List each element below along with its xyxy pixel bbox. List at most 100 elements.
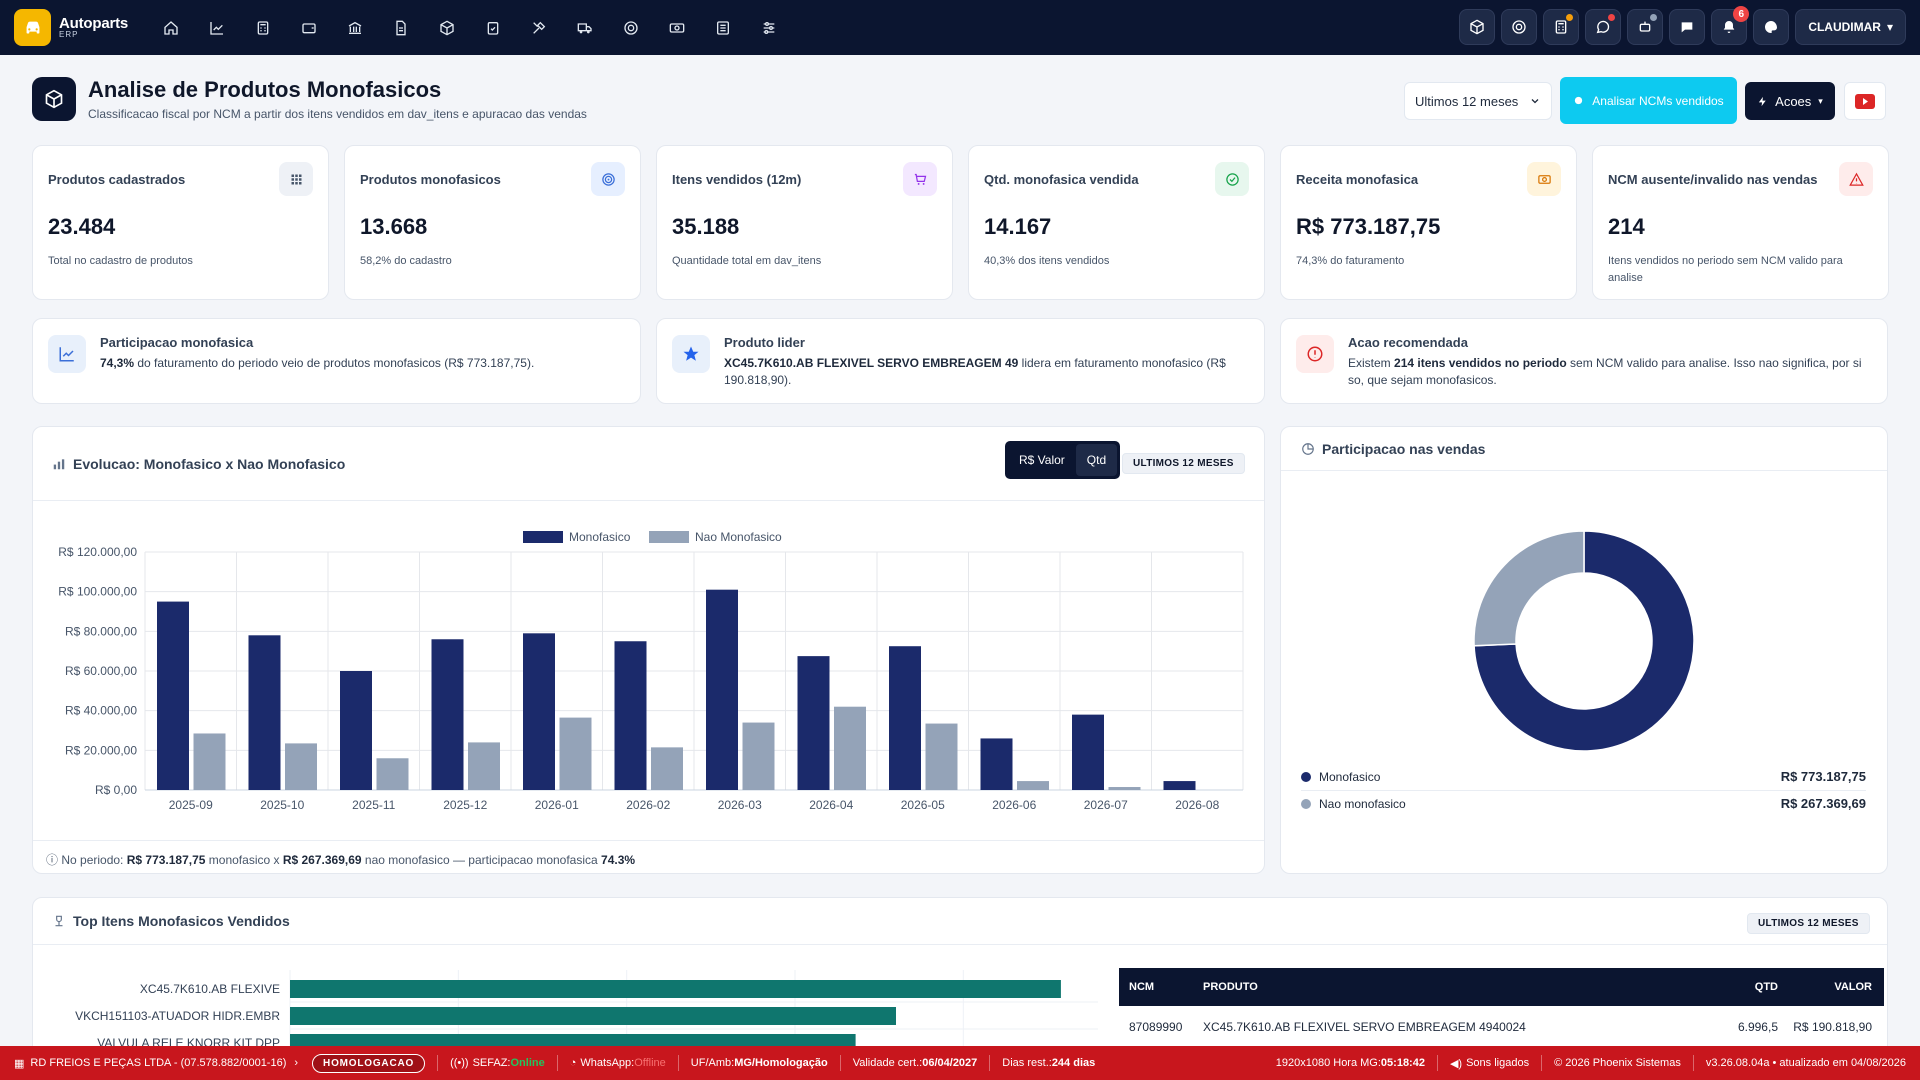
participation-title-text: Participacao nas vendas: [1322, 441, 1486, 457]
bar-mono[interactable]: [431, 639, 464, 790]
wallet-icon[interactable]: [286, 0, 332, 55]
bar-mono[interactable]: [1072, 714, 1104, 790]
robot-icon[interactable]: [1627, 9, 1664, 45]
cash-icon[interactable]: [654, 0, 700, 55]
toggle-value[interactable]: R$ Valor: [1008, 444, 1076, 476]
bar-mono[interactable]: [706, 589, 738, 790]
user-menu-button[interactable]: CLAUDIMAR ▾: [1795, 9, 1906, 45]
alert-circle-icon: [1296, 335, 1334, 373]
logo-car-icon[interactable]: [14, 9, 51, 46]
col-ncm[interactable]: NCM: [1129, 981, 1155, 993]
kpi-value: 23.484: [48, 214, 116, 239]
item-bar[interactable]: [290, 1034, 856, 1046]
bar-non-mono[interactable]: [193, 733, 226, 790]
legend-label: Nao monofasico: [1319, 796, 1406, 811]
palette-icon[interactable]: [1753, 9, 1790, 45]
document-icon[interactable]: [378, 0, 424, 55]
bar-mono[interactable]: [157, 601, 189, 790]
tools-icon[interactable]: [516, 0, 562, 55]
company-name[interactable]: RD FREIOS E PEÇAS LTDA - (07.578.882/000…: [30, 1057, 287, 1069]
sound-toggle[interactable]: Sons ligados: [1466, 1057, 1530, 1069]
legend-swatch-0[interactable]: [523, 531, 563, 543]
trend-chart-icon[interactable]: [194, 0, 240, 55]
legend-row-mono: Monofasico R$ 773.187,75: [1301, 769, 1866, 784]
bar-non-mono[interactable]: [559, 717, 592, 790]
analyze-ncm-button[interactable]: Analisar NCMs vendidos: [1560, 77, 1737, 124]
bar-mono[interactable]: [614, 641, 647, 790]
y-tick-label: R$ 100.000,00: [58, 585, 137, 599]
cell-ncm: 87089990: [1129, 1019, 1183, 1034]
bar-non-mono[interactable]: [1108, 787, 1141, 790]
top-items-title: Top Itens Monofasicos Vendidos: [52, 913, 290, 929]
sefaz-status: Online: [510, 1057, 545, 1069]
bar-non-mono[interactable]: [742, 722, 775, 790]
cube-icon[interactable]: [1459, 9, 1496, 45]
youtube-button[interactable]: [1844, 82, 1886, 120]
caret-down-icon: ▾: [1886, 20, 1893, 34]
insight-title: Produto lider: [724, 335, 805, 350]
clipboard-check-icon[interactable]: [470, 0, 516, 55]
bar-mono[interactable]: [248, 635, 281, 790]
donut-slice-0[interactable]: [1473, 530, 1695, 752]
divider: [33, 840, 1264, 841]
actions-button[interactable]: Acoes ▾: [1745, 82, 1835, 120]
logo-line1: Autoparts: [59, 15, 129, 32]
chat-icon[interactable]: [1669, 9, 1706, 45]
list-icon[interactable]: [700, 0, 746, 55]
x-tick-label: 2025-10: [260, 798, 304, 812]
kpi-value: 214: [1608, 214, 1645, 239]
toggle-qty[interactable]: Qtd: [1075, 444, 1118, 476]
bolt-icon: [1758, 96, 1766, 106]
bar-mono[interactable]: [980, 738, 1013, 790]
bar-non-mono[interactable]: [651, 747, 683, 790]
calculator-icon[interactable]: [240, 0, 286, 55]
x-tick-label: 2026-07: [1084, 798, 1128, 812]
foot-pct: 74.3%: [601, 853, 636, 867]
box-icon[interactable]: [424, 0, 470, 55]
bar-non-mono[interactable]: [1017, 781, 1049, 790]
home-icon[interactable]: [148, 0, 194, 55]
calculator-icon[interactable]: [1543, 9, 1580, 45]
cell-produto: XC45.7K610.AB FLEXIVEL SERVO EMBREAGEM 4…: [1203, 1019, 1526, 1034]
kpi-title: NCM ausente/invalido nas vendas: [1608, 172, 1818, 187]
whatsapp-icon[interactable]: [1585, 9, 1622, 45]
truck-icon[interactable]: [562, 0, 608, 55]
sliders-icon[interactable]: [746, 0, 792, 55]
bar-mono[interactable]: [889, 646, 921, 790]
bar-mono[interactable]: [797, 656, 830, 790]
legend-swatch: [1301, 771, 1311, 782]
item-bar[interactable]: [290, 1007, 896, 1025]
table-header: NCM PRODUTO QTD VALOR: [1119, 968, 1884, 1006]
uf-label: UF/Amb:: [690, 1057, 735, 1069]
money-icon: [1527, 162, 1561, 196]
bar-mono[interactable]: [340, 671, 372, 790]
actions-label: Acoes: [1775, 93, 1812, 109]
bar-non-mono[interactable]: [285, 743, 317, 790]
copyright: © 2026 Phoenix Sistemas: [1554, 1057, 1681, 1069]
item-bar[interactable]: [290, 980, 1061, 998]
bar-non-mono[interactable]: [468, 742, 500, 790]
evolution-period-pill: ULTIMOS 12 MESES: [1122, 453, 1245, 474]
bell-icon[interactable]: 6: [1711, 6, 1750, 45]
bar-non-mono[interactable]: [376, 758, 409, 790]
bar-non-mono[interactable]: [925, 723, 958, 790]
support-icon[interactable]: [1501, 9, 1538, 45]
bank-icon[interactable]: [332, 0, 378, 55]
legend-swatch-1[interactable]: [649, 531, 689, 543]
top-items-table: NCM PRODUTO QTD VALOR 87089990 XC45.7K61…: [1119, 968, 1884, 1048]
table-row[interactable]: 87089990 XC45.7K610.AB FLEXIVEL SERVO EM…: [1119, 1006, 1884, 1048]
col-qtd[interactable]: QTD: [1754, 981, 1778, 993]
env-badge[interactable]: HOMOLOGACAO: [312, 1053, 426, 1073]
bar-mono[interactable]: [523, 633, 555, 790]
target-icon[interactable]: [608, 0, 654, 55]
kpi-subtext: Quantidade total em dav_itens: [672, 255, 822, 267]
col-produto[interactable]: PRODUTO: [1203, 981, 1258, 993]
col-valor[interactable]: VALOR: [1834, 981, 1872, 993]
period-select[interactable]: Ultimos 12 meses: [1404, 82, 1552, 120]
star-icon: [672, 335, 710, 373]
bar-mono[interactable]: [1163, 781, 1196, 790]
bar-non-mono[interactable]: [834, 706, 866, 790]
donut-slice-1[interactable]: [1473, 530, 1585, 647]
divider: [33, 944, 1887, 945]
x-tick-label: 2025-12: [443, 798, 487, 812]
